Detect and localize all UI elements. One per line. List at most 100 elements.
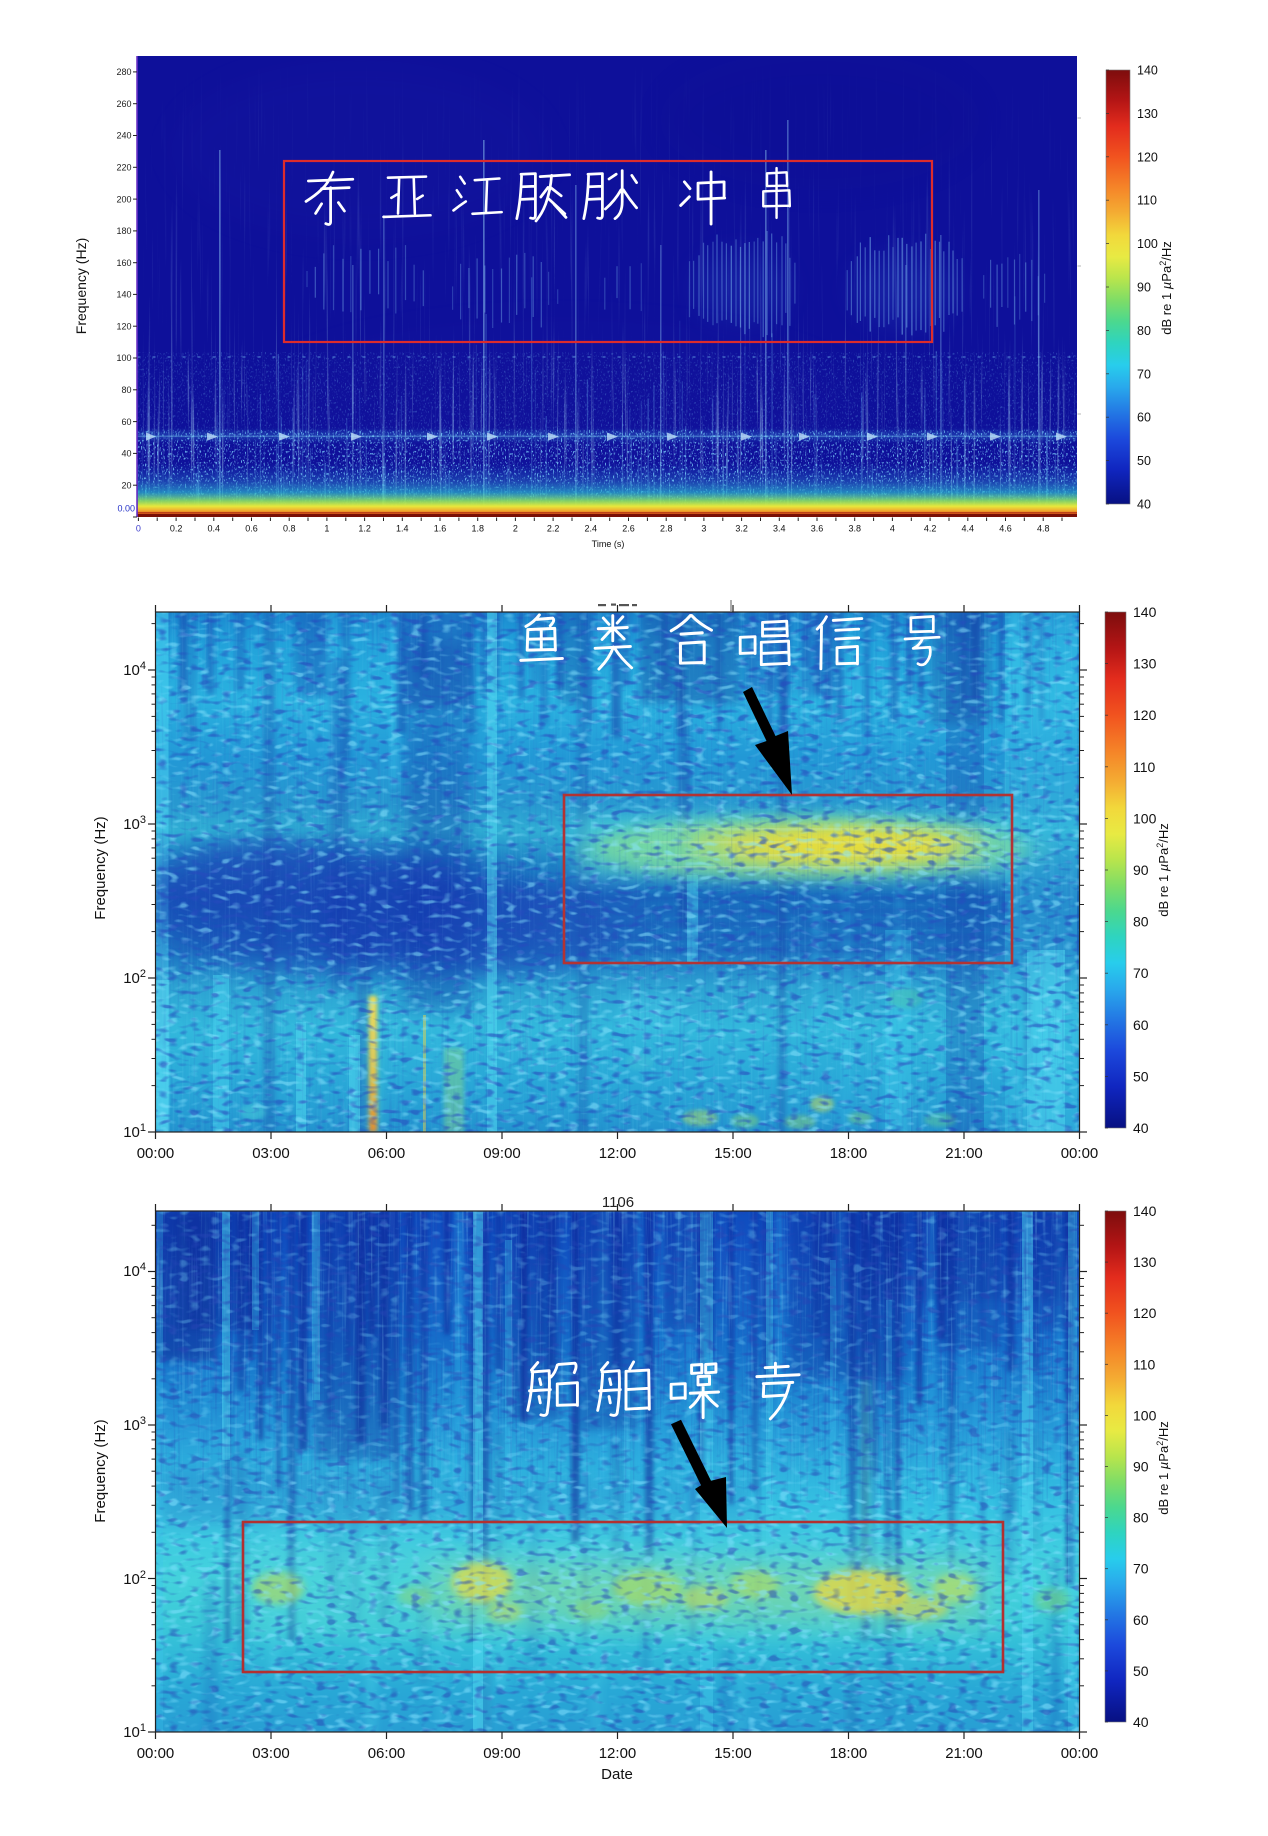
svg-text:Frequency (Hz): Frequency (Hz) [73,238,89,334]
svg-text:Frequency (Hz): Frequency (Hz) [92,1419,109,1522]
svg-text:4.8: 4.8 [1037,524,1050,534]
svg-text:80: 80 [1137,324,1151,338]
svg-text:1: 1 [324,524,329,534]
svg-text:0: 0 [136,524,141,534]
svg-text:80: 80 [121,385,131,395]
svg-text:100: 100 [1137,237,1158,251]
svg-text:60: 60 [1137,411,1151,425]
svg-text:00:00: 00:00 [1061,1745,1099,1762]
svg-text:104: 104 [123,660,146,679]
svg-text:70: 70 [1137,367,1151,381]
svg-text:90: 90 [1133,862,1149,878]
svg-text:40: 40 [1133,1120,1149,1136]
svg-text:280: 280 [116,67,131,77]
svg-text:00:00: 00:00 [137,1745,175,1762]
svg-text:80: 80 [1133,914,1149,930]
svg-text:70: 70 [1133,965,1149,981]
svg-text:100: 100 [1133,810,1157,826]
svg-text:2: 2 [513,524,518,534]
svg-text:1.4: 1.4 [396,524,409,534]
svg-text:Time (s): Time (s) [592,539,625,549]
svg-text:2.8: 2.8 [660,524,673,534]
svg-text:15:00: 15:00 [714,1145,752,1162]
svg-text:40: 40 [1133,1714,1149,1730]
svg-text:00:00: 00:00 [1061,1145,1099,1162]
svg-text:2.2: 2.2 [547,524,560,534]
svg-text:3.8: 3.8 [848,524,861,534]
svg-text:09:00: 09:00 [483,1745,521,1762]
svg-text:15:00: 15:00 [714,1745,752,1762]
svg-text:1106: 1106 [602,1194,634,1211]
svg-text:100: 100 [1133,1407,1157,1423]
svg-text:18:00: 18:00 [830,1745,868,1762]
svg-text:Date: Date [601,1766,633,1783]
svg-text:18:00: 18:00 [830,1145,868,1162]
svg-text:140: 140 [116,290,131,300]
svg-text:12:00: 12:00 [599,1745,637,1762]
svg-text:3: 3 [701,524,706,534]
svg-text:103: 103 [123,1415,146,1434]
svg-text:180: 180 [116,226,131,236]
svg-text:dB re 1 µPa2/Hz: dB re 1 µPa2/Hz [1155,1421,1171,1514]
svg-text:3.2: 3.2 [735,524,748,534]
svg-text:21:00: 21:00 [945,1745,983,1762]
svg-text:3.4: 3.4 [773,524,786,534]
svg-text:103: 103 [123,814,146,833]
svg-text:60: 60 [121,417,131,427]
svg-text:4: 4 [890,524,895,534]
svg-text:06:00: 06:00 [368,1145,406,1162]
svg-text:110: 110 [1133,759,1156,775]
svg-text:101: 101 [123,1122,146,1141]
svg-text:60: 60 [1133,1612,1149,1628]
svg-text:110: 110 [1133,1356,1156,1372]
svg-text:130: 130 [1133,656,1157,672]
svg-text:50: 50 [1133,1068,1149,1084]
svg-text:160: 160 [116,258,131,268]
svg-text:2.6: 2.6 [622,524,635,534]
svg-text:90: 90 [1133,1459,1149,1475]
svg-text:140: 140 [1133,1203,1157,1219]
svg-text:100: 100 [116,353,131,363]
svg-text:dB re 1 µPa2/Hz: dB re 1 µPa2/Hz [1155,823,1171,916]
svg-text:3.6: 3.6 [811,524,824,534]
svg-text:102: 102 [123,1569,146,1588]
svg-text:4.4: 4.4 [962,524,975,534]
svg-text:0.00: 0.00 [117,504,135,514]
svg-text:20: 20 [121,480,131,490]
svg-text:260: 260 [116,99,131,109]
svg-text:4.6: 4.6 [999,524,1012,534]
svg-text:200: 200 [116,194,131,204]
svg-text:2.4: 2.4 [585,524,598,534]
svg-text:dB re 1 µPa2/Hz: dB re 1 µPa2/Hz [1158,241,1174,334]
svg-text:09:00: 09:00 [483,1145,521,1162]
svg-text:Frequency (Hz): Frequency (Hz) [92,816,109,919]
svg-text:1.6: 1.6 [434,524,447,534]
svg-text:120: 120 [1133,1305,1157,1321]
svg-text:00:00: 00:00 [137,1145,175,1162]
svg-text:1.8: 1.8 [471,524,484,534]
svg-text:80: 80 [1133,1510,1149,1526]
svg-text:40: 40 [1137,498,1151,512]
svg-text:101: 101 [123,1722,146,1741]
svg-text:104: 104 [123,1261,146,1280]
svg-text:03:00: 03:00 [252,1145,290,1162]
svg-text:0.2: 0.2 [170,524,183,534]
svg-text:4.2: 4.2 [924,524,937,534]
svg-text:130: 130 [1133,1254,1157,1270]
svg-text:220: 220 [116,163,131,173]
svg-text:0.4: 0.4 [208,524,221,534]
svg-text:0.6: 0.6 [245,524,258,534]
svg-text:50: 50 [1137,454,1151,468]
svg-text:140: 140 [1133,604,1157,620]
svg-text:120: 120 [1137,150,1158,164]
svg-text:120: 120 [116,321,131,331]
svg-text:102: 102 [123,968,146,987]
svg-text:03:00: 03:00 [252,1745,290,1762]
svg-text:0.8: 0.8 [283,524,296,534]
svg-text:40: 40 [121,449,131,459]
svg-text:110: 110 [1137,194,1157,208]
svg-text:50: 50 [1133,1663,1149,1679]
svg-text:21:00: 21:00 [945,1145,983,1162]
svg-text:60: 60 [1133,1017,1149,1033]
svg-text:240: 240 [116,131,131,141]
